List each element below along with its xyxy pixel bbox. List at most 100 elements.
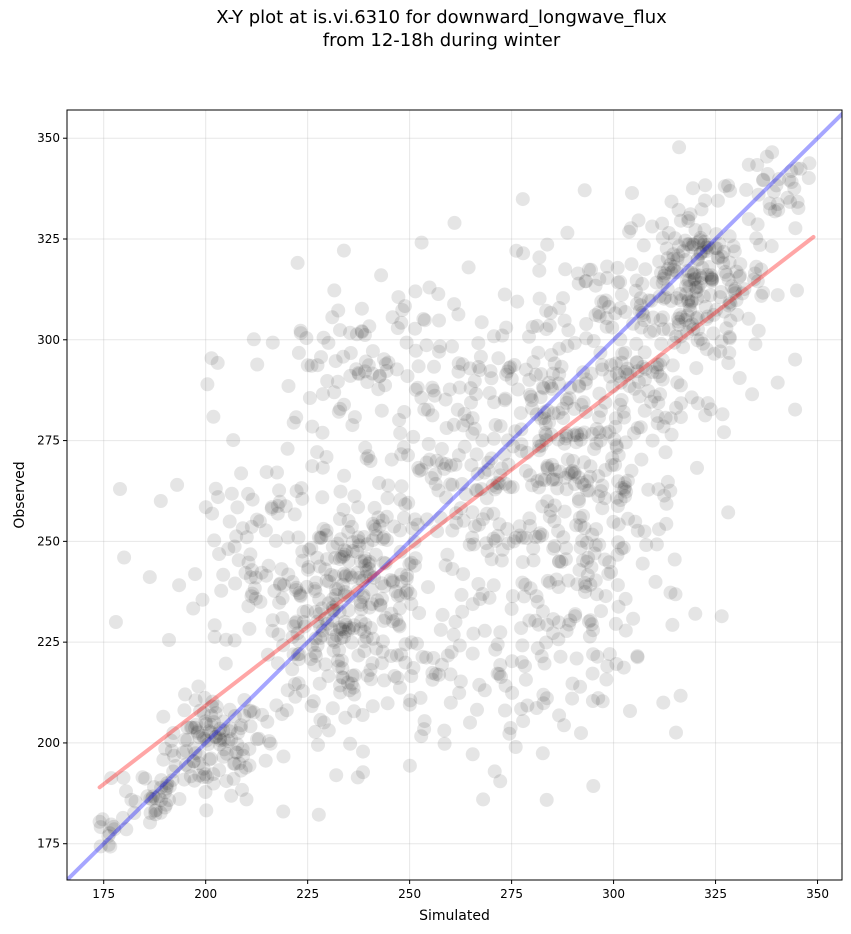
scatter-point (552, 301, 567, 315)
scatter-point (537, 411, 552, 426)
scatter-point (226, 433, 241, 448)
scatter-point (713, 290, 728, 305)
scatter-point (287, 677, 302, 692)
scatter-point (698, 193, 712, 208)
scatter-point (532, 443, 547, 458)
scatter-point (363, 662, 378, 677)
scatter-point (333, 512, 347, 526)
scatter-point (218, 656, 233, 671)
scatter-point (567, 466, 582, 481)
scatter-point (578, 585, 592, 599)
scatter-point (769, 178, 784, 193)
scatter-point (576, 508, 591, 523)
scatter-point (356, 744, 370, 759)
scatter-point (332, 643, 347, 658)
scatter-point (554, 359, 569, 374)
scatter-point (328, 550, 343, 565)
scatter-point (589, 587, 604, 602)
scatter-point (391, 290, 406, 305)
scatter-point (497, 393, 512, 408)
scatter-point (723, 296, 738, 311)
scatter-point (597, 552, 612, 567)
scatter-point (592, 272, 607, 287)
scatter-point (445, 562, 460, 576)
scatter-point (143, 815, 157, 830)
scatter-point (391, 617, 406, 632)
scatter-point (598, 426, 613, 441)
scatter-point (741, 157, 756, 172)
scatter-point (621, 511, 635, 526)
scatter-point (578, 405, 593, 420)
scatter-point (465, 597, 480, 612)
scatter-point (442, 382, 457, 397)
scatter-point (192, 730, 207, 745)
scatter-point (465, 530, 480, 545)
scatter-point (546, 366, 560, 381)
scatter-point (546, 541, 561, 556)
scatter-point (227, 709, 242, 723)
scatter-point (678, 312, 693, 327)
scatter-point (610, 578, 625, 593)
scatter-point (353, 597, 368, 612)
scatter-point (428, 467, 443, 482)
scatter-point (314, 530, 329, 545)
scatter-point (312, 607, 327, 621)
scatter-point (704, 271, 719, 286)
scatter-point (588, 573, 603, 588)
scatter-point (275, 707, 289, 722)
scatter-point (547, 539, 562, 554)
scatter-point (404, 597, 419, 611)
scatter-point (389, 362, 404, 377)
scatter-point (690, 252, 705, 267)
scatter-point (722, 255, 737, 270)
scatter-point (271, 627, 286, 642)
scatter-point (764, 239, 779, 254)
scatter-point (404, 555, 419, 570)
scatter-point (624, 221, 638, 236)
scatter-point (559, 428, 574, 443)
scatter-point (529, 407, 544, 422)
scatter-point (318, 611, 333, 626)
scatter-point (439, 457, 454, 471)
scatter-point (671, 311, 686, 326)
scatter-point (684, 390, 699, 405)
scatter-point (721, 272, 736, 287)
scatter-point (264, 501, 279, 516)
scatter-point (216, 567, 231, 582)
scatter-point (784, 175, 799, 189)
scatter-point (443, 667, 458, 682)
scatter-point (453, 501, 468, 516)
scatter-point (363, 555, 377, 570)
scatter-point (494, 670, 508, 684)
scatter-point (377, 579, 392, 594)
scatter-point (756, 173, 770, 188)
scatter-point (172, 578, 187, 593)
scatter-point (630, 421, 645, 436)
scatter-point (719, 267, 734, 282)
scatter-point (336, 549, 351, 564)
scatter-point (440, 648, 455, 663)
scatter-point (608, 306, 623, 321)
scatter-point (507, 358, 522, 372)
scatter-point (598, 463, 613, 477)
scatter-point (722, 229, 737, 244)
scatter-point (682, 237, 697, 252)
scatter-point (144, 792, 159, 807)
scatter-point (751, 323, 766, 338)
scatter-point (575, 533, 590, 548)
scatter-point (498, 476, 513, 491)
scatter-point (618, 305, 633, 319)
scatter-point (288, 616, 303, 630)
scatter-point (632, 389, 647, 404)
scatter-point (211, 726, 226, 741)
scatter-point (540, 460, 555, 475)
scatter-point (455, 357, 470, 372)
scatter-point (523, 519, 537, 533)
scatter-point (437, 461, 452, 476)
scatter-point (375, 513, 390, 528)
scatter-point (359, 451, 374, 466)
scatter-point (253, 594, 268, 609)
scatter-point (355, 573, 370, 588)
scatter-point (408, 512, 422, 527)
scatter-point (697, 234, 712, 249)
